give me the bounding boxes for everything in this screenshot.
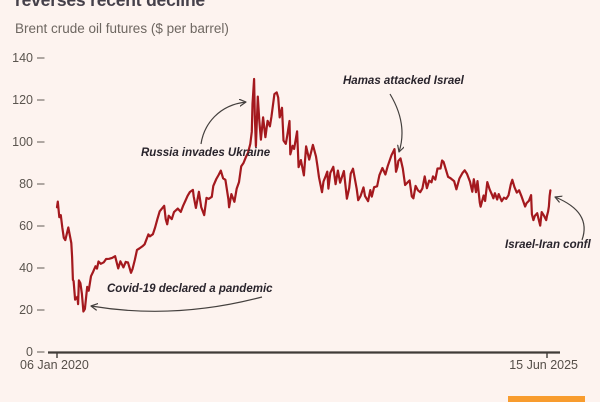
annotation-hamas-attacked-israel: Hamas attacked Israel xyxy=(343,75,464,87)
series-line-brent-crude xyxy=(55,77,552,313)
y-tick-label: 80 xyxy=(19,177,33,191)
y-tick-label: 60 xyxy=(19,219,33,233)
covid-annotation-arrow-icon xyxy=(91,296,263,312)
y-tick-label: 140 xyxy=(12,51,33,65)
y-tick-label: 40 xyxy=(19,261,33,275)
chart-subtitle: Brent crude oil futures ($ per barrel) xyxy=(15,21,229,36)
x-axis-start-date: 06 Jan 2020 xyxy=(20,358,89,372)
israel-iran-annotation-arrow-icon xyxy=(555,197,585,241)
annotation-israel-iran-conflict: Israel-Iran confl xyxy=(505,239,591,251)
annotation-russia-invades-ukraine: Russia invades Ukraine xyxy=(141,147,271,159)
x-axis-end-date: 15 Jun 2025 xyxy=(509,358,578,372)
y-tick-label: 100 xyxy=(12,135,33,149)
logo-bar xyxy=(508,396,585,402)
y-axis: 0 20 40 60 80 100 120 140 xyxy=(12,51,45,359)
russia-annotation-arrow-icon xyxy=(200,102,246,145)
y-tick-label: 20 xyxy=(19,303,33,317)
y-tick-label: 120 xyxy=(12,93,33,107)
y-tick-label: 0 xyxy=(26,345,33,359)
annotation-covid-pandemic: Covid-19 declared a pandemic xyxy=(107,283,273,295)
page-title: reverses recent decline xyxy=(15,0,205,10)
hamas-annotation-arrow-icon xyxy=(389,93,402,152)
